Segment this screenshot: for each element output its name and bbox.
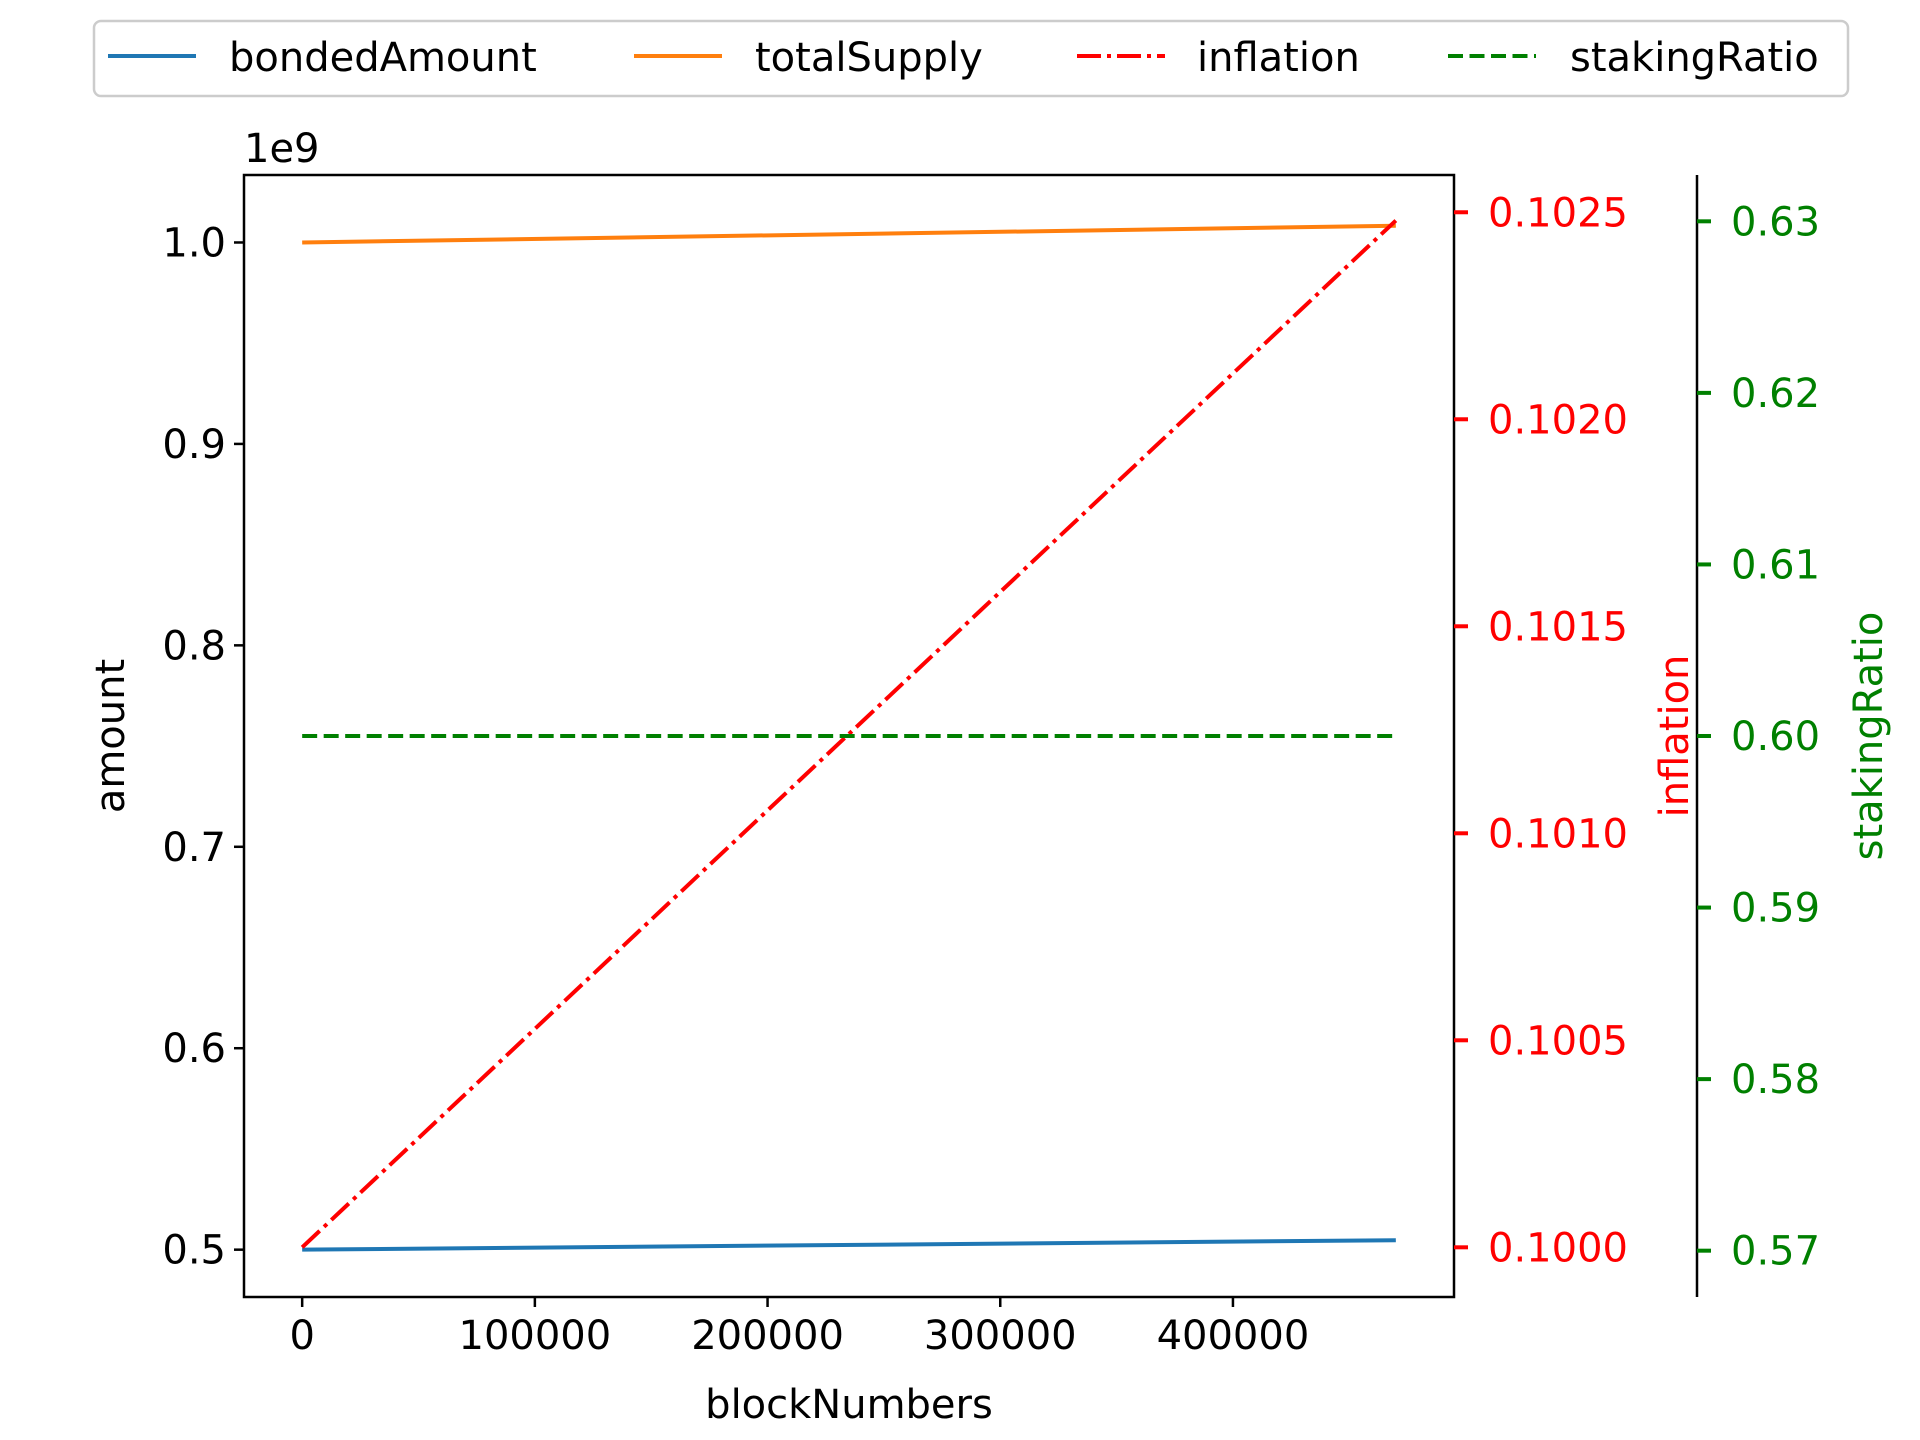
x-tick-label: 400000	[1157, 1313, 1310, 1359]
x-tick-label: 300000	[924, 1313, 1077, 1359]
amount-tick-label: 1.0	[162, 220, 226, 266]
x-tick-label: 0	[289, 1313, 314, 1359]
staking-ratio-axis: 0.57 0.58 0.59 0.60 0.61 0.62 0.63	[1697, 199, 1820, 1275]
x-axis: 0 100000 200000 300000 400000	[289, 1297, 1309, 1359]
x-tick-label: 200000	[691, 1313, 844, 1359]
legend-frame	[92, 19, 1850, 98]
staking-ratio-tick-label: 0.62	[1731, 371, 1820, 417]
amount-tick-label: 0.9	[162, 422, 226, 468]
amount-axis-offset-text: 1e9	[244, 126, 320, 172]
staking-ratio-tick-label: 0.58	[1731, 1057, 1820, 1103]
inflation-axis-label: inflation	[1652, 655, 1698, 818]
series-line-inflation	[300, 219, 1398, 1249]
series-line-bondedamount	[302, 1238, 1396, 1252]
inflation-tick-label: 0.1015	[1488, 604, 1628, 650]
staking-ratio-tick-label: 0.59	[1731, 886, 1820, 932]
inflation-axis: 0.1000 0.1005 0.1010 0.1015 0.1020 0.1025	[1454, 190, 1628, 1271]
staking-ratio-tick-label: 0.61	[1731, 542, 1820, 588]
legend-label-inflation: inflation	[1197, 35, 1360, 81]
inflation-tick-label: 0.1005	[1488, 1018, 1628, 1064]
legend-label-stakingratio: stakingRatio	[1570, 35, 1819, 81]
staking-ratio-tick-label: 0.60	[1731, 714, 1820, 760]
series-line-totalsupply	[302, 223, 1396, 245]
amount-tick-label: 0.8	[162, 623, 226, 669]
staking-ratio-tick-label: 0.63	[1731, 199, 1820, 245]
inflation-tick-label: 0.1020	[1488, 397, 1628, 443]
amount-axis: 0.5 0.6 0.7 0.8 0.9 1.0	[162, 220, 244, 1274]
legend-label-bondedamount: bondedAmount	[229, 35, 537, 81]
plot-lines	[300, 219, 1398, 1252]
staking-ratio-axis-label: stakingRatio	[1846, 612, 1892, 861]
plot-frame	[242, 173, 1456, 1299]
amount-axis-label: amount	[88, 659, 134, 813]
amount-tick-label: 0.5	[162, 1228, 226, 1274]
legend: bondedAmount totalSupply inflation staki…	[92, 19, 1850, 98]
inflation-tick-label: 0.1010	[1488, 811, 1628, 857]
legend-label-totalsupply: totalSupply	[755, 35, 983, 81]
inflation-tick-label: 0.1000	[1488, 1225, 1628, 1271]
staking-ratio-tick-label: 0.57	[1731, 1229, 1820, 1275]
x-axis-label: blockNumbers	[705, 1382, 993, 1428]
amount-tick-label: 0.7	[162, 825, 226, 871]
amount-tick-label: 0.6	[162, 1026, 226, 1072]
inflation-tick-label: 0.1025	[1488, 190, 1628, 236]
x-tick-label: 100000	[459, 1313, 612, 1359]
